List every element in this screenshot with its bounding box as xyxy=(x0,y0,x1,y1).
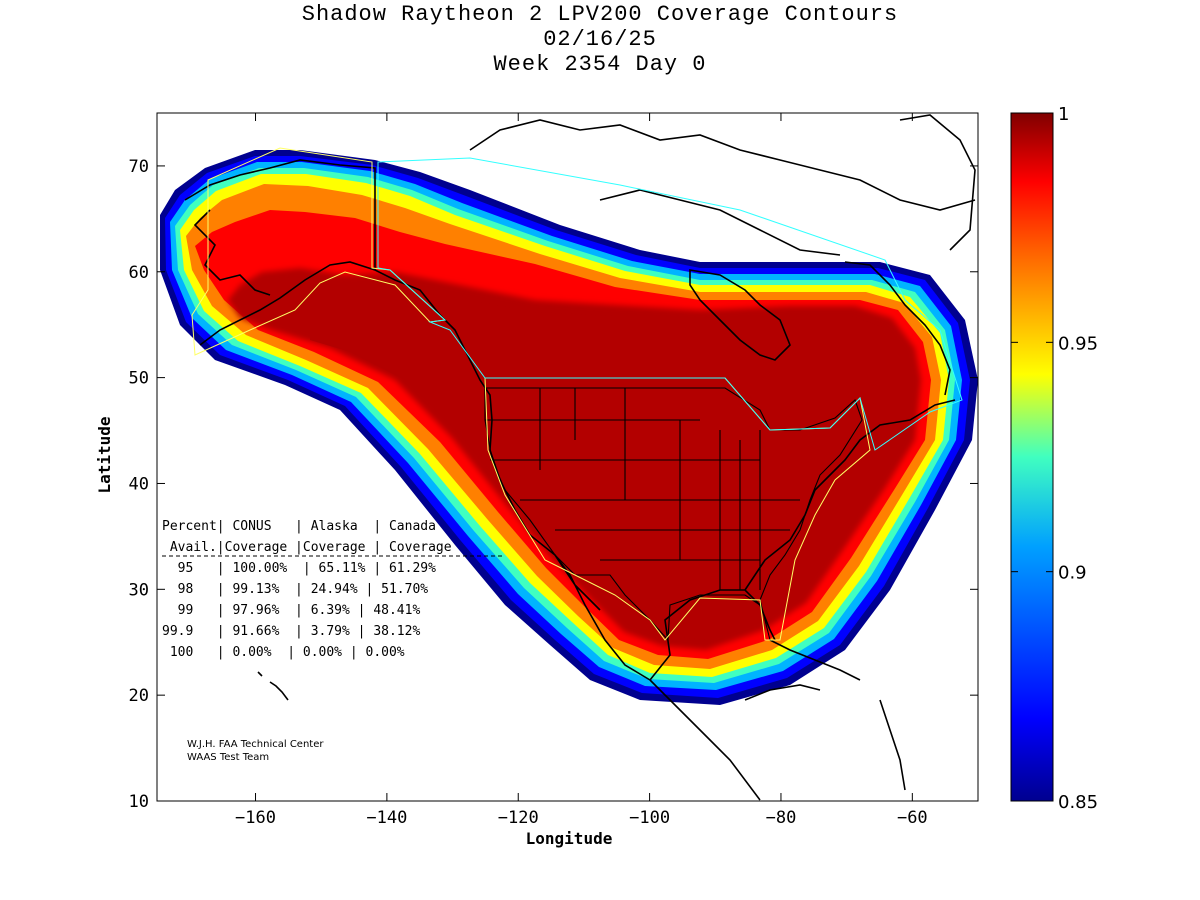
credit-line-1: W.J.H. FAA Technical Center xyxy=(187,739,324,750)
axis-tick-labels: −160 −140 −120 −100 −80 −60 10 20 30 40 50 60 70 xyxy=(129,157,928,828)
coverage-table: Percent| CONUS | Alaska | Canada Avail.|… xyxy=(162,519,502,660)
x-tick-label: −140 xyxy=(366,808,407,828)
y-tick-label: 20 xyxy=(129,686,149,706)
colorbar-ticks: 1 0.95 0.9 0.85 xyxy=(1011,104,1098,813)
hawaii xyxy=(257,671,289,701)
conus-border xyxy=(484,387,863,642)
coverage-contours xyxy=(160,150,978,705)
table-row: 98 | 99.13% | 24.94% | 51.70% xyxy=(162,582,428,597)
us-state-boundaries xyxy=(484,387,863,642)
y-tick-label: 60 xyxy=(129,263,149,283)
state-lines-vertical xyxy=(539,388,761,590)
x-tick-label: −160 xyxy=(235,808,276,828)
table-header-row2: Avail.|Coverage |Coverage | Coverage xyxy=(162,540,452,555)
x-tick-label: −100 xyxy=(629,808,670,828)
y-tick-label: 10 xyxy=(129,792,149,812)
axis-ticks xyxy=(157,113,978,802)
hudson-bay xyxy=(689,269,791,361)
table-row: 99 | 97.96% | 6.39% | 48.41% xyxy=(162,603,420,618)
y-tick-label: 50 xyxy=(129,369,149,389)
x-tick-label: −120 xyxy=(498,808,539,828)
colorbar-tick-label: 0.85 xyxy=(1058,792,1098,813)
table-row: 99.9 | 91.66% | 3.79% | 38.12% xyxy=(162,624,420,639)
colorbar-tick-label: 1 xyxy=(1058,104,1069,125)
colorbar-tick-label: 0.9 xyxy=(1058,563,1087,584)
x-axis-label: Longitude xyxy=(526,829,613,848)
arctic-islands xyxy=(469,119,976,256)
table-row: 100 | 0.00% | 0.00% | 0.00% xyxy=(162,645,405,660)
canada-outline xyxy=(377,157,963,451)
labrador-coast xyxy=(844,261,951,396)
colorbar-tick-label: 0.95 xyxy=(1058,333,1098,354)
plot-frame xyxy=(156,112,979,802)
credit-line-2: WAAS Test Team xyxy=(187,752,269,763)
colorbar xyxy=(1010,112,1054,802)
region-outlines xyxy=(191,147,963,641)
caribbean xyxy=(769,639,906,791)
alaska-outline xyxy=(191,147,447,356)
chart-week: Week 2354 Day 0 xyxy=(493,52,707,77)
y-axis-label: Latitude xyxy=(95,416,114,493)
chart-title: Shadow Raytheon 2 LPV200 Coverage Contou… xyxy=(301,2,899,27)
y-tick-label: 40 xyxy=(129,474,149,494)
central-america xyxy=(649,679,821,801)
y-tick-label: 70 xyxy=(129,157,149,177)
state-lines-horizontal xyxy=(485,419,800,561)
x-tick-label: −80 xyxy=(766,808,797,828)
greenland xyxy=(899,114,976,251)
table-header-row1: Percent| CONUS | Alaska | Canada xyxy=(162,519,436,534)
table-row: 95 | 100.00% | 65.11% | 61.29% xyxy=(162,561,436,576)
y-tick-label: 30 xyxy=(129,580,149,600)
x-tick-label: −60 xyxy=(897,808,928,828)
chart-date: 02/16/25 xyxy=(543,27,657,52)
